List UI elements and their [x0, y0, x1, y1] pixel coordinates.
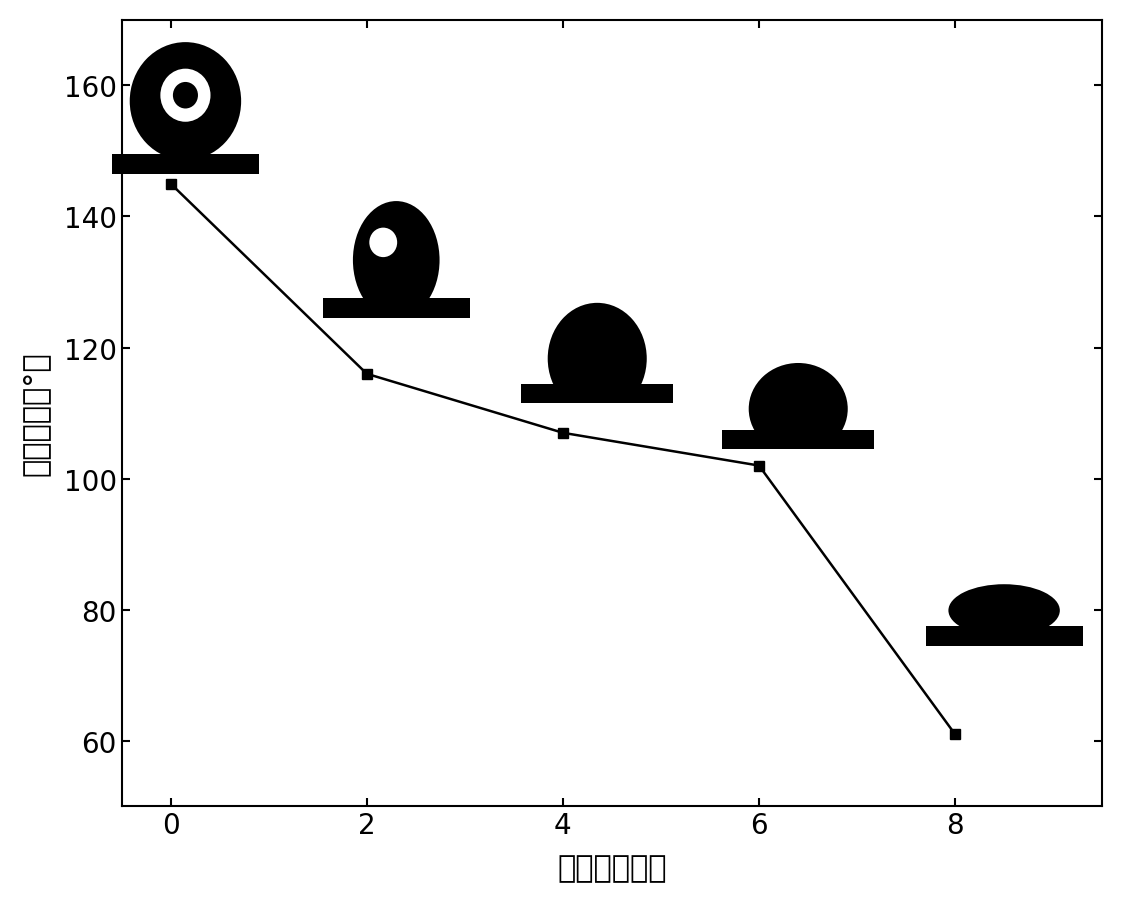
Ellipse shape: [369, 228, 398, 258]
Bar: [322, 299, 469, 319]
Y-axis label: 水接触角（°）: 水接触角（°）: [21, 351, 49, 476]
Ellipse shape: [130, 43, 241, 161]
Ellipse shape: [548, 303, 647, 414]
Bar: [722, 430, 874, 450]
X-axis label: 时间（分钟）: 时间（分钟）: [557, 853, 667, 882]
Bar: [521, 384, 673, 404]
Ellipse shape: [173, 83, 198, 109]
Ellipse shape: [949, 584, 1060, 637]
Bar: [925, 627, 1083, 647]
Ellipse shape: [161, 70, 210, 123]
Ellipse shape: [353, 202, 439, 320]
Bar: [112, 155, 259, 174]
Ellipse shape: [749, 364, 848, 455]
